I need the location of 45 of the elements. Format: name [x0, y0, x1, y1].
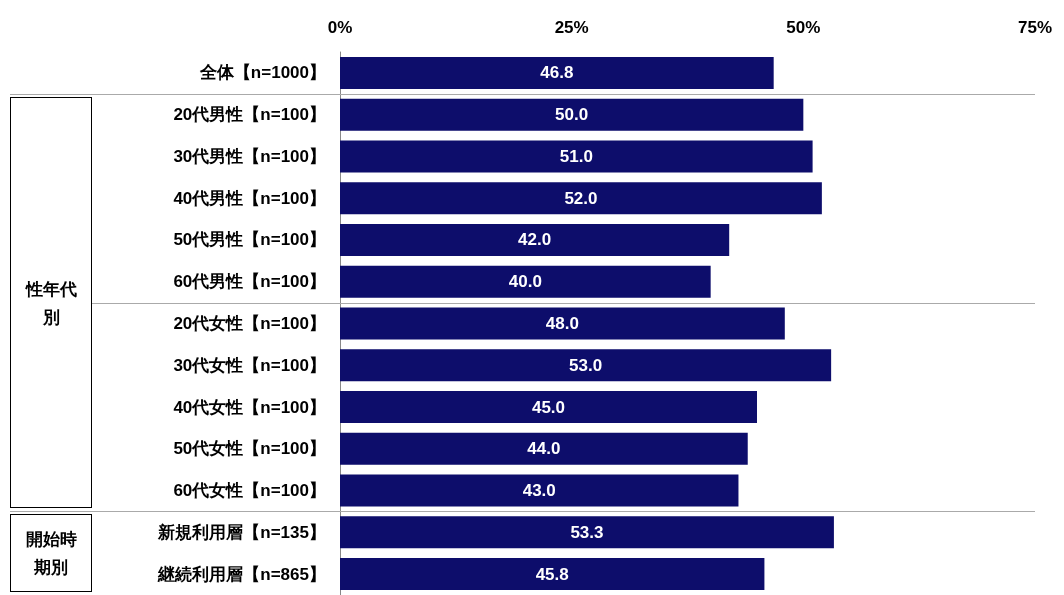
data-label: 43.0 — [522, 481, 556, 501]
bar — [340, 307, 785, 340]
text: 開始時期別 — [24, 528, 78, 580]
y-tick-label: 20代女性【n=100】 — [173, 314, 326, 333]
bar — [340, 432, 748, 465]
bar — [340, 391, 757, 424]
bar — [340, 56, 774, 89]
data-label: 42.0 — [518, 230, 552, 250]
data-label: 44.0 — [527, 439, 561, 459]
y-tick-label: 30代女性【n=100】 — [173, 355, 326, 375]
bar — [340, 223, 730, 256]
bar — [340, 349, 832, 382]
data-label: 53.0 — [569, 355, 603, 375]
bar — [340, 558, 765, 591]
y-tick-label: 50代女性【n=100】 — [173, 439, 326, 459]
data-label: 45.8 — [535, 564, 569, 584]
text: 性年代別 — [24, 277, 78, 329]
data-label: 52.0 — [564, 188, 598, 208]
bar — [340, 182, 822, 215]
y-tick-label: 30代男性【n=100】 — [173, 146, 326, 166]
data-label: 50.0 — [555, 105, 589, 125]
y-tick-label: 全体【n=1000】 — [198, 63, 326, 83]
y-tick-label: 60代女性【n=100】 — [173, 481, 326, 501]
y-tick-label: 継続利用層【n=865】 — [157, 564, 326, 584]
y-tick-label: 40代女性【n=100】 — [173, 397, 326, 417]
data-label: 53.3 — [570, 522, 604, 542]
x-tick-label: 75% — [1017, 18, 1053, 37]
x-tick-label: 25% — [554, 18, 589, 37]
y-tick-label: 20代男性【n=100】 — [173, 105, 326, 125]
data-label: 46.8 — [540, 63, 574, 83]
data-label: 40.0 — [508, 272, 542, 292]
y-tick-label: 60代男性【n=100】 — [173, 272, 326, 292]
bar — [340, 265, 711, 298]
y-tick-label: 50代男性【n=100】 — [173, 230, 326, 250]
y-tick-label: 新規利用層【n=135】 — [157, 522, 326, 542]
data-label: 48.0 — [545, 314, 579, 333]
bar — [340, 516, 834, 549]
bar — [340, 98, 804, 131]
x-tick-label: 50% — [786, 18, 821, 37]
data-label: 51.0 — [559, 146, 593, 166]
bar — [340, 474, 739, 507]
data-label: 45.0 — [531, 397, 566, 417]
bar — [340, 140, 813, 173]
x-tick-label: 0% — [327, 18, 353, 37]
y-tick-label: 40代男性【n=100】 — [173, 188, 326, 208]
